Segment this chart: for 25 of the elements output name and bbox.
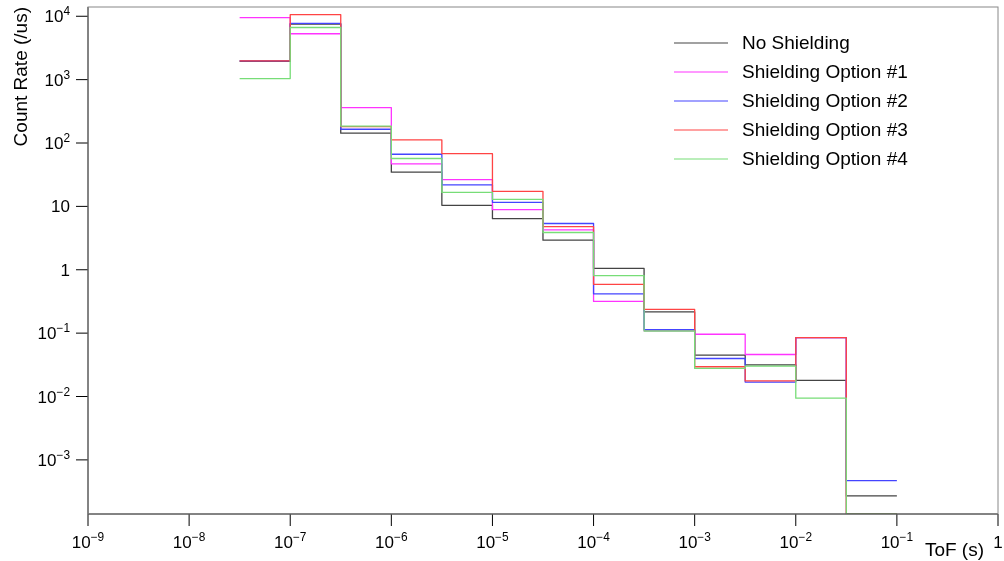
- x-tick-label: 10$^{−5}$: [476, 530, 510, 552]
- legend-label: No Shielding: [742, 31, 850, 54]
- x-tick-label: 10$^{−7}$: [273, 530, 307, 552]
- legend-label: Shielding Option #1: [742, 60, 908, 83]
- x-tick-label: 10$^{−1}$: [880, 530, 914, 552]
- x-tick-label: 10$^{−4}$: [577, 530, 611, 552]
- y-tick-label: 10$^{3}$: [44, 67, 71, 90]
- y-tick-label: 10$^{−2}$: [37, 384, 71, 407]
- y-tick-label: 10$^{2}$: [44, 131, 71, 154]
- y-tick-label: 10$^{−3}$: [37, 447, 71, 470]
- legend-label: Shielding Option #3: [742, 118, 908, 141]
- y-axis-title: Count Rate (/us): [10, 7, 31, 147]
- y-tick-label: 10$^{−1}$: [37, 321, 71, 344]
- x-tick-label: 10$^{−3}$: [678, 530, 712, 552]
- x-tick-label: 1: [993, 533, 1003, 552]
- x-tick-label: 10$^{−6}$: [375, 530, 408, 552]
- x-tick-label: 10$^{−8}$: [172, 530, 206, 552]
- legend-label: Shielding Option #4: [742, 147, 908, 170]
- legend-label: Shielding Option #2: [742, 89, 908, 112]
- x-axis-title: ToF (s): [924, 539, 984, 560]
- x-tick-label: 10$^{−9}$: [71, 530, 105, 552]
- y-tick-label: 10$^{4}$: [44, 4, 71, 27]
- y-tick-label: 1: [60, 260, 70, 280]
- y-tick-label: 10: [51, 197, 70, 217]
- x-tick-label: 10$^{−2}$: [779, 530, 813, 552]
